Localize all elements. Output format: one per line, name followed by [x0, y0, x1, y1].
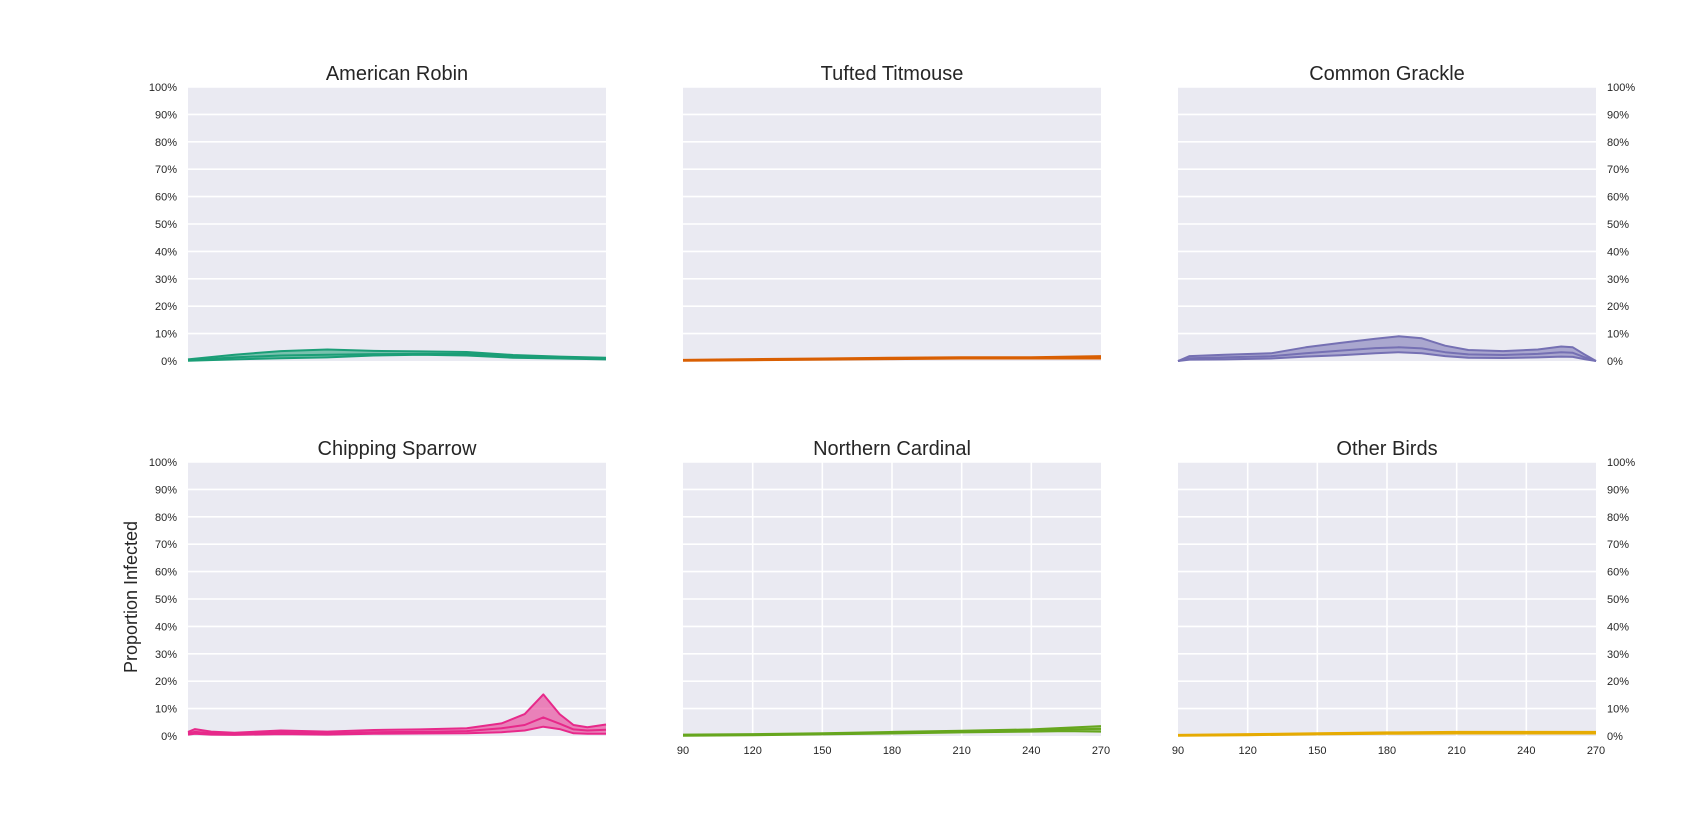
y-tick-label: 0%	[161, 356, 177, 368]
y-axis-label: Proportion Infected	[121, 521, 141, 673]
y-tick-label: 100%	[149, 82, 177, 94]
y-tick-label: 60%	[155, 567, 177, 579]
estimate-line	[682, 356, 1102, 362]
y-tick-label: 0%	[1607, 731, 1623, 743]
x-tick-label: 120	[743, 745, 761, 757]
y-tick-label: 50%	[1607, 594, 1629, 606]
x-tick-label: 150	[813, 745, 831, 757]
y-tick-label: 10%	[155, 329, 177, 341]
estimate-line	[187, 716, 607, 735]
x-tick-label: 240	[1022, 745, 1040, 757]
y-tick-label: 20%	[155, 676, 177, 688]
estimate-line	[1177, 731, 1596, 737]
x-tick-label: 90	[677, 745, 689, 757]
y-tick-label: 90%	[1607, 484, 1629, 496]
y-tick-label: 10%	[1607, 329, 1629, 341]
x-tick-label: 180	[1378, 745, 1396, 757]
y-tick-label: 20%	[1607, 676, 1629, 688]
y-tick-label: 100%	[1607, 82, 1635, 94]
upper-bound-line	[187, 348, 607, 361]
x-tick-label: 180	[883, 745, 901, 757]
y-tick-label: 60%	[155, 192, 177, 204]
x-tick-label: 210	[952, 745, 970, 757]
x-tick-label: 240	[1517, 745, 1535, 757]
y-tick-label: 50%	[1607, 219, 1629, 231]
lower-bound-line	[1177, 351, 1597, 362]
x-tick-label: 150	[1308, 745, 1326, 757]
x-tick-label: 120	[1238, 745, 1256, 757]
y-tick-label: 0%	[1607, 356, 1623, 368]
panel-title: American Robin	[326, 63, 468, 85]
estimate-line	[1177, 346, 1597, 362]
x-tick-label: 270	[1587, 745, 1605, 757]
y-tick-label: 40%	[155, 246, 177, 258]
y-tick-label: 10%	[155, 704, 177, 716]
y-tick-label: 40%	[1607, 246, 1629, 258]
panel-northern-cardinal: Northern Cardinal 90 120 150 180 210 240 270	[677, 438, 1110, 757]
y-tick-label: 50%	[155, 219, 177, 231]
panel-tufted-titmouse: Tufted Titmouse	[682, 63, 1102, 362]
y-tick-label: 80%	[155, 512, 177, 524]
y-tick-label: 90%	[155, 109, 177, 121]
y-tick-label: 100%	[149, 457, 177, 469]
lower-bound-line	[187, 353, 607, 362]
upper-bound-line	[187, 693, 607, 734]
panel-title: Tufted Titmouse	[821, 63, 964, 85]
upper-bound-line	[1177, 335, 1597, 362]
panel-american-robin: American Robin 0% 10% 20% 30% 40% 50% 60% 70% 80%…	[149, 63, 607, 368]
lower-bound-line	[187, 725, 606, 736]
estimate-line	[682, 727, 1102, 737]
y-tick-label: 80%	[1607, 512, 1629, 524]
y-tick-label: 30%	[1607, 649, 1629, 661]
panel-title: Common Grackle	[1309, 63, 1465, 85]
y-tick-label: 70%	[1607, 164, 1629, 176]
confidence-band	[188, 694, 606, 735]
panel-other-birds: Other Birds 0% 10% 20% 30% 40% 50% 60% 70% 80% 90%…	[1172, 438, 1635, 757]
y-tick-label: 70%	[1607, 539, 1629, 551]
y-tick-label: 40%	[155, 621, 177, 633]
y-tick-label: 30%	[155, 649, 177, 661]
panel-title: Northern Cardinal	[813, 438, 971, 460]
panel-common-grackle: Common Grackle 0% 10% 20% 30% 40% 50% 60% 70% 80%…	[1177, 63, 1635, 368]
y-tick-label: 90%	[1607, 109, 1629, 121]
y-tick-label: 60%	[1607, 567, 1629, 579]
panel-title: Chipping Sparrow	[318, 438, 478, 460]
x-tick-label: 210	[1447, 745, 1465, 757]
x-tick-label: 270	[1092, 745, 1110, 757]
y-tick-label: 50%	[155, 594, 177, 606]
y-tick-label: 70%	[155, 539, 177, 551]
y-tick-label: 30%	[155, 274, 177, 286]
y-tick-label: 70%	[155, 164, 177, 176]
x-tick-label: 90	[1172, 745, 1184, 757]
y-tick-label: 30%	[1607, 274, 1629, 286]
y-tick-label: 10%	[1607, 704, 1629, 716]
y-tick-label: 80%	[155, 137, 177, 149]
y-tick-label: 20%	[1607, 301, 1629, 313]
y-tick-label: 90%	[155, 484, 177, 496]
panel-title: Other Birds	[1336, 438, 1437, 460]
y-tick-label: 100%	[1607, 457, 1635, 469]
y-tick-label: 80%	[1607, 137, 1629, 149]
y-tick-label: 20%	[155, 301, 177, 313]
estimate-line	[187, 352, 607, 362]
y-tick-label: 60%	[1607, 192, 1629, 204]
y-tick-label: 40%	[1607, 621, 1629, 633]
y-tick-label: 0%	[161, 731, 177, 743]
panel-chipping-sparrow: Chipping Sparrow 0% 10% 20% 30% 40% 50% 60% 70% 8…	[149, 438, 607, 743]
